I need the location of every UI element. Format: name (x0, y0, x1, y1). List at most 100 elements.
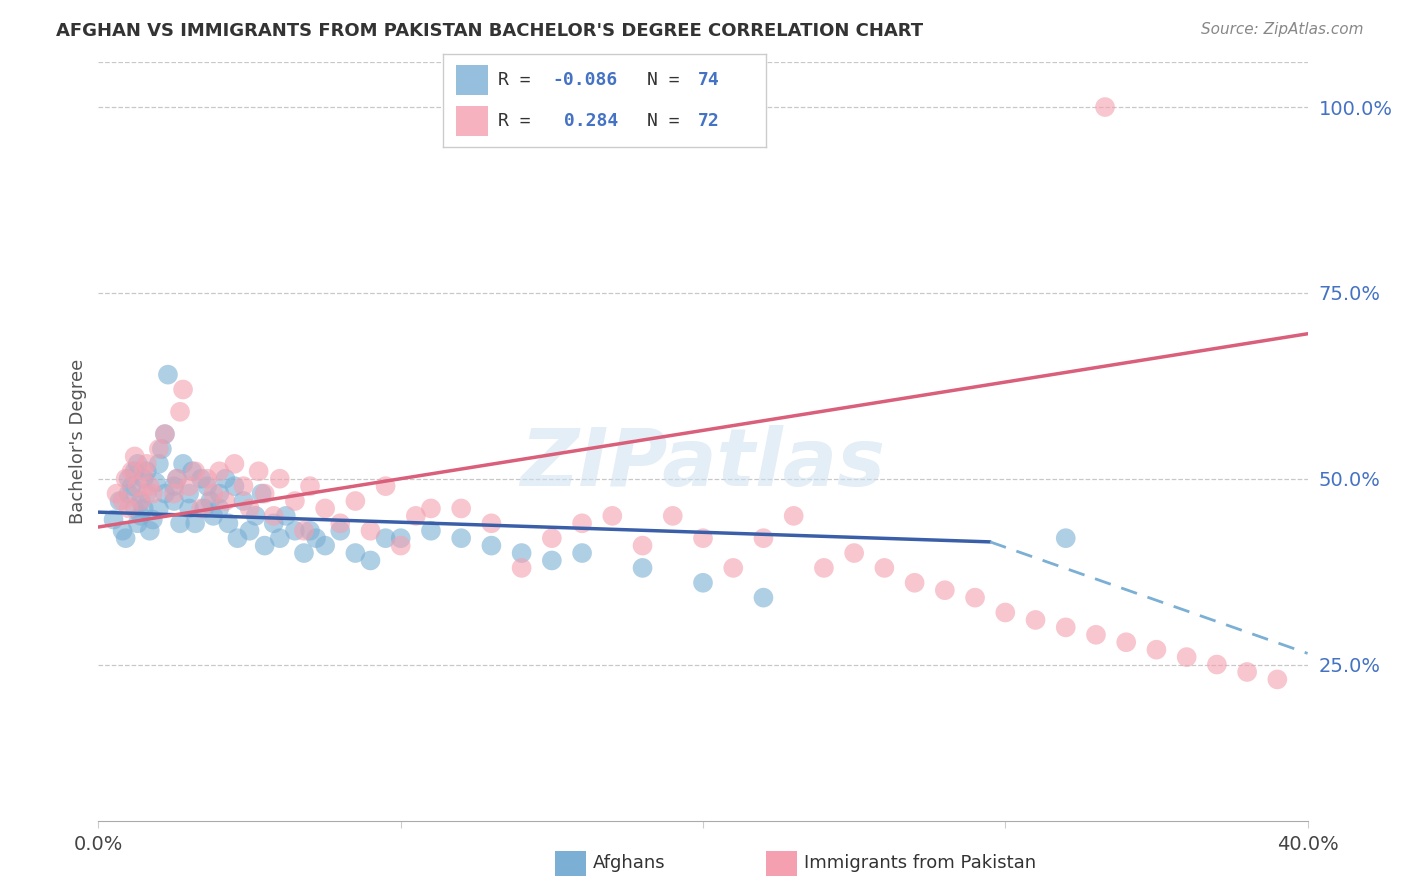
Point (450, 531, 472, 545)
Point (571, 516, 593, 531)
Point (263, 508, 285, 523)
Point (139, 479, 162, 493)
Point (127, 516, 149, 531)
Text: N =: N = (647, 112, 690, 130)
Point (114, 531, 136, 545)
Point (389, 539, 412, 553)
Point (114, 472, 136, 486)
Point (314, 501, 336, 516)
Text: R =: R = (498, 70, 541, 88)
Bar (456, 65, 488, 95)
Point (1085, 628, 1108, 642)
Point (284, 494, 307, 508)
Point (179, 479, 201, 493)
Point (1236, 665, 1258, 679)
Point (420, 501, 443, 516)
Point (360, 524, 382, 538)
Point (142, 486, 165, 500)
Point (202, 486, 225, 500)
Point (1115, 635, 1137, 649)
Text: AFGHAN VS IMMIGRANTS FROM PAKISTAN BACHELOR'S DEGREE CORRELATION CHART: AFGHAN VS IMMIGRANTS FROM PAKISTAN BACHE… (56, 22, 924, 40)
Point (374, 531, 396, 545)
Point (292, 524, 315, 538)
Point (108, 494, 131, 508)
Point (965, 591, 987, 605)
Point (111, 494, 134, 508)
Text: 0.284: 0.284 (553, 112, 619, 130)
Point (190, 472, 212, 486)
Point (195, 479, 218, 493)
Point (214, 494, 236, 508)
Point (314, 539, 336, 553)
Point (263, 516, 285, 531)
Point (202, 508, 225, 523)
Point (124, 464, 146, 478)
Point (450, 501, 472, 516)
Point (292, 546, 315, 560)
Point (103, 512, 125, 526)
Point (305, 531, 328, 545)
Point (232, 479, 254, 493)
Point (374, 479, 396, 493)
Point (239, 524, 262, 538)
Point (139, 524, 162, 538)
Point (172, 383, 194, 397)
Point (132, 464, 155, 478)
Point (142, 512, 165, 526)
Text: R =: R = (498, 112, 541, 130)
Point (247, 464, 270, 478)
Point (129, 508, 152, 523)
Point (190, 501, 212, 516)
Text: Immigrants from Pakistan: Immigrants from Pakistan (804, 855, 1036, 872)
Point (571, 546, 593, 560)
Point (163, 494, 186, 508)
Point (153, 486, 176, 500)
Point (208, 501, 231, 516)
Point (253, 486, 276, 500)
Point (200, 494, 222, 508)
Point (195, 472, 218, 486)
Point (510, 561, 533, 575)
Point (118, 472, 141, 486)
Point (329, 516, 352, 531)
Point (1267, 673, 1289, 687)
Point (481, 516, 503, 531)
Text: ZIPatlas: ZIPatlas (520, 425, 886, 503)
Point (132, 472, 155, 486)
Point (631, 539, 654, 553)
Point (510, 546, 533, 560)
Point (105, 486, 128, 500)
Point (193, 501, 215, 516)
Point (148, 442, 170, 456)
Text: 72: 72 (699, 112, 720, 130)
Point (723, 561, 745, 575)
Point (127, 457, 149, 471)
Point (250, 486, 273, 500)
Point (169, 516, 191, 531)
Point (631, 561, 654, 575)
Point (172, 457, 194, 471)
Point (184, 516, 207, 531)
Point (232, 494, 254, 508)
Point (124, 501, 146, 516)
Point (1206, 657, 1229, 672)
Bar (456, 106, 488, 136)
Point (118, 486, 141, 500)
Point (752, 531, 775, 545)
Point (135, 457, 157, 471)
Point (1024, 613, 1046, 627)
Point (344, 494, 367, 508)
Point (344, 546, 367, 560)
Point (1144, 642, 1167, 657)
Point (121, 479, 143, 493)
Point (135, 486, 157, 500)
Point (184, 464, 207, 478)
Point (360, 553, 382, 567)
Point (253, 539, 276, 553)
Point (813, 561, 835, 575)
Point (389, 531, 412, 545)
Point (692, 575, 714, 590)
Text: Afghans: Afghans (593, 855, 666, 872)
Point (163, 486, 186, 500)
Text: 74: 74 (699, 70, 720, 88)
